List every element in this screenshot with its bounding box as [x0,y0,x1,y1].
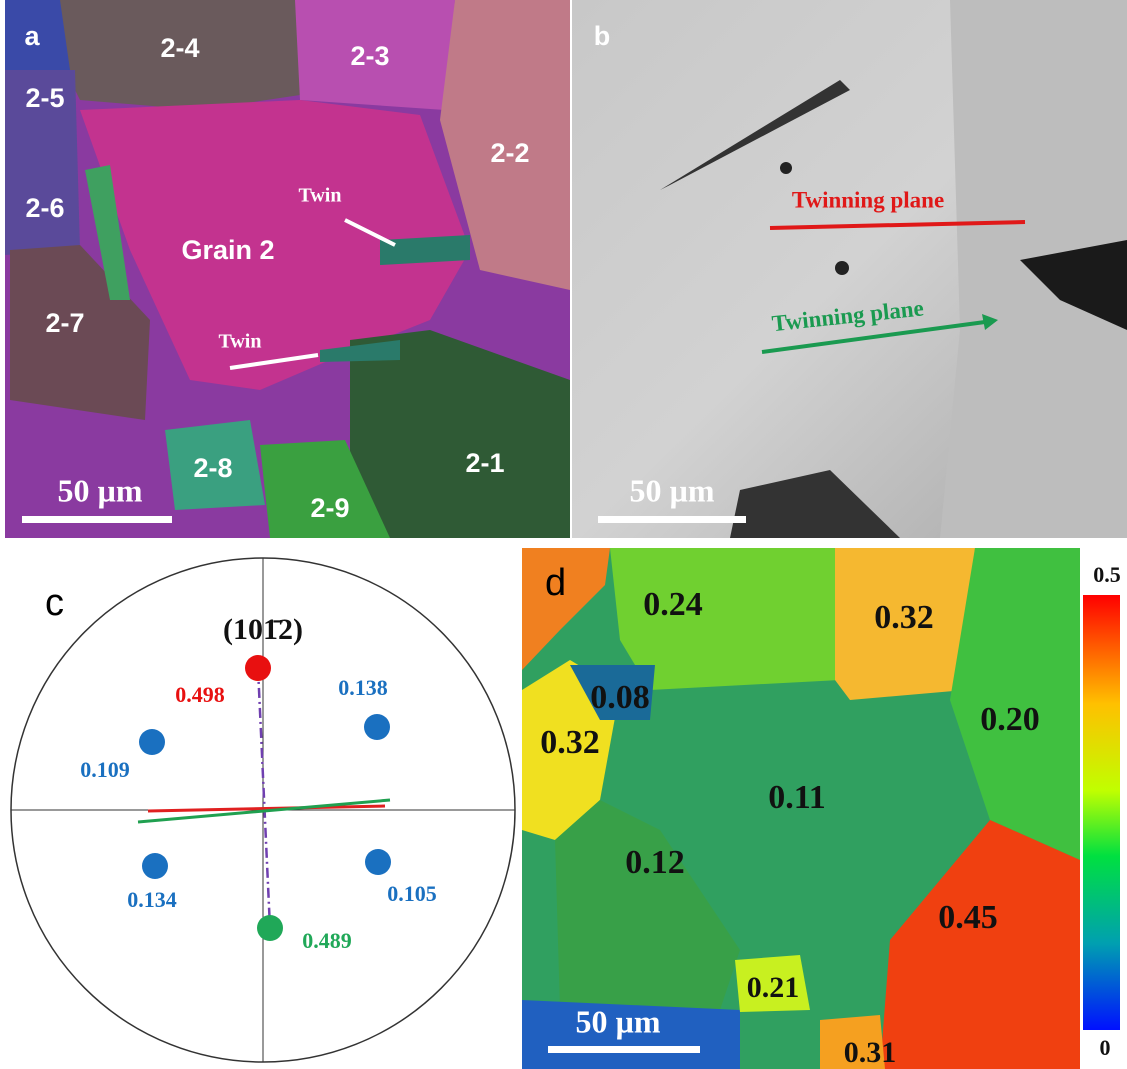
grain-label: 2-5 [25,83,64,113]
trace [258,668,270,928]
grain-label: 2-2 [490,138,529,168]
panel-label: a [24,21,40,51]
panel-label: c [45,582,64,624]
pole [139,729,165,755]
pole [245,655,271,681]
annotation: Twinning plane [792,187,944,212]
colorbar-label: 0 [1100,1035,1111,1060]
schmid-factor: 0.12 [625,844,685,881]
pole-label: 0.105 [387,881,437,906]
panel-a: a 2-4 2-3 2-5 2-2 2-6 Grain 2 Twin Twin … [5,0,570,538]
pole-label: 0.138 [338,675,388,700]
twin-label: Twin [299,185,342,207]
figure: a 2-4 2-3 2-5 2-2 2-6 Grain 2 Twin Twin … [0,0,1127,1069]
grain-label: 2-7 [45,308,84,338]
twin-region [380,235,470,265]
pole-label: 0.109 [80,757,130,782]
plane-label: (101̄2) [223,613,303,646]
grain-label: 2-6 [25,193,64,223]
twin-label: Twin [219,331,262,353]
panel-c: c (101̄2) 0.498 0.138 0.109 0.134 0.105 … [11,558,515,1062]
scale-bar-label: 50 µm [629,472,714,508]
schmid-factor: 0.11 [768,779,826,816]
pole [257,915,283,941]
pole-label: 0.134 [127,887,177,912]
pole [142,853,168,879]
scale-bar [598,516,746,523]
panel-d: 0.5 0 d 0.24 0.32 0.08 0.32 0.20 0.11 0.… [522,548,1121,1069]
panel-label: b [594,21,611,51]
grain-label: 2-3 [350,41,389,71]
pole-label: 0.498 [175,682,225,707]
panel-label: d [545,562,566,604]
pole [364,714,390,740]
colorbar-label: 0.5 [1093,562,1121,587]
scale-bar-label: 50 µm [575,1003,660,1039]
grain-label: 2-1 [465,448,504,478]
pole-label: 0.489 [302,928,352,953]
colorbar [1083,595,1120,1030]
grain-label: 2-8 [193,453,232,483]
schmid-factor: 0.31 [844,1036,897,1069]
schmid-factor: 0.32 [540,724,600,761]
pit [835,261,849,275]
schmid-factor: 0.45 [938,899,998,936]
pole [365,849,391,875]
grain-label: Grain 2 [181,235,274,265]
pit [780,162,792,174]
schmid-factor: 0.32 [874,599,934,636]
scale-bar-label: 50 µm [57,472,142,508]
schmid-factor: 0.20 [980,701,1040,738]
schmid-factor: 0.08 [590,679,650,716]
panel-b: b Twinning plane Twinning plane 50 µm [572,0,1127,538]
grain-label: 2-9 [310,493,349,523]
scale-bar [548,1046,700,1053]
schmid-factor: 0.24 [643,586,703,623]
scale-bar [22,516,172,523]
schmid-factor: 0.21 [747,971,800,1004]
grain-label: 2-4 [160,33,199,63]
